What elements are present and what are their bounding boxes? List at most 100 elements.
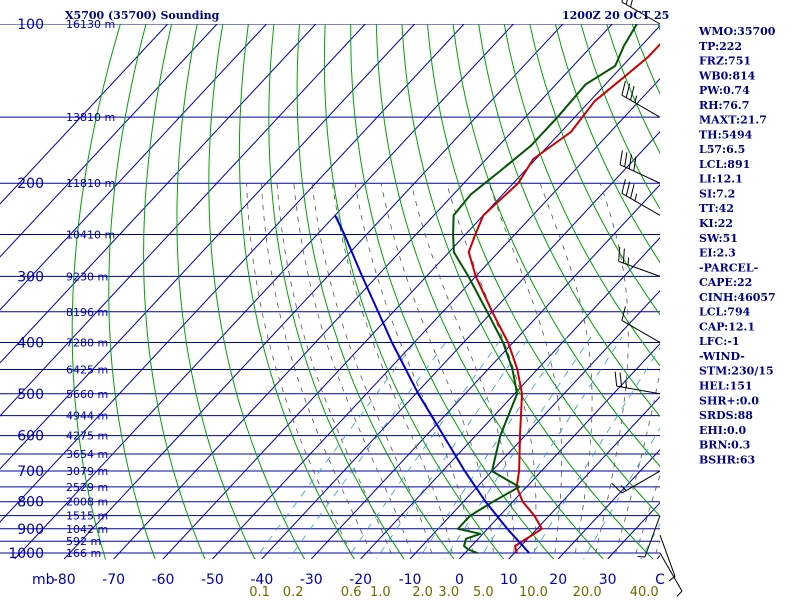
stat-item: SHR+:0.0 — [699, 394, 759, 407]
dry-adiabat — [208, 24, 306, 559]
stat-item: MAXT:21.7 — [699, 114, 767, 127]
stat-item: -WIND- — [699, 350, 745, 363]
isotherm-line — [0, 24, 317, 364]
moist-adiabat — [331, 183, 454, 559]
mixing-ratio-line — [375, 336, 530, 559]
height-label: 4275 m — [66, 430, 108, 443]
height-label: 592 m — [66, 535, 101, 548]
moist-adiabat — [613, 369, 660, 559]
stat-item: LFC:-1 — [699, 335, 740, 348]
mixing-ratio-line — [254, 336, 420, 559]
stat-item: CINH:46057 — [699, 291, 776, 304]
height-label: 16130 m — [66, 18, 115, 31]
temperature-line — [467, 42, 660, 554]
dry-adiabat — [350, 24, 555, 559]
isotherm-line — [162, 25, 660, 559]
wind-barb — [618, 246, 661, 277]
height-label: 166 m — [66, 547, 101, 560]
mixing-ratio-tick-label: 0.1 — [249, 585, 270, 600]
isotherm-line — [360, 237, 660, 559]
mixing-ratio-tick-label: 3.0 — [438, 585, 459, 600]
height-label: 4944 m — [66, 410, 108, 423]
isotherm-line — [14, 24, 514, 559]
stat-item: CAP:12.1 — [699, 320, 755, 333]
temperature-tick-label: -20 — [349, 572, 372, 588]
isotherm-line — [261, 131, 660, 559]
pressure-tick-label: 900 — [17, 522, 44, 538]
wind-barb — [611, 470, 661, 494]
pressure-tick-label: 100 — [17, 17, 44, 33]
wind-barb — [621, 80, 661, 118]
stat-item: -PARCEL- — [699, 261, 758, 274]
mixing-ratio-tick-label: 5.0 — [473, 585, 494, 600]
temperature-tick-label: -80 — [53, 572, 76, 588]
pressure-tick-label: 400 — [17, 335, 44, 351]
temperature-tick-label: -40 — [250, 572, 273, 588]
wind-barb — [621, 0, 661, 25]
isotherm-line — [0, 24, 366, 417]
isotherm-line — [557, 449, 660, 559]
stat-item: L57:6.5 — [699, 143, 745, 156]
height-label: 3079 m — [66, 465, 108, 478]
stat-item: BSHR:63 — [699, 453, 755, 466]
temperature-tick-label: 30 — [599, 572, 617, 588]
stat-item: LI:12.1 — [699, 173, 743, 186]
pressure-unit-label: mb — [32, 572, 55, 588]
stat-item: FRZ:751 — [699, 55, 751, 68]
pressure-tick-label: 500 — [17, 387, 44, 403]
isotherm-line — [459, 343, 660, 559]
height-label: 1042 m — [66, 523, 108, 536]
mixing-ratio-tick-label: 40.0 — [630, 585, 659, 600]
wind-barb — [621, 306, 661, 343]
height-label: 1515 m — [66, 510, 108, 523]
mixing-ratio-tick-label: 10.0 — [519, 585, 548, 600]
stat-item: TH:5494 — [699, 128, 753, 141]
pressure-tick-label: 600 — [17, 429, 44, 445]
stat-item: CAPE:22 — [699, 276, 752, 289]
pressure-tick-label: 700 — [17, 464, 44, 480]
mixing-ratio-tick-label: 20.0 — [573, 585, 602, 600]
wind-barb — [621, 179, 661, 216]
dry-adiabat — [375, 24, 604, 559]
dry-adiabat — [71, 24, 121, 559]
dry-adiabat — [452, 24, 660, 468]
dry-adiabat — [108, 24, 156, 559]
moist-adiabat — [246, 183, 354, 559]
temperature-tick-label: 0 — [455, 572, 464, 588]
mixing-ratio-line — [583, 427, 660, 559]
height-label: 2529 m — [66, 481, 108, 494]
pressure-tick-label: 1000 — [8, 546, 44, 562]
wind-barb — [637, 515, 661, 558]
dry-adiabat — [427, 24, 660, 517]
isotherm-line — [0, 24, 415, 470]
dry-adiabat — [323, 24, 505, 559]
stat-item: LCL:794 — [699, 306, 751, 319]
mixing-ratio-line — [529, 347, 660, 559]
stat-item: LCL:891 — [699, 158, 750, 171]
mixing-ratio-tick-label: 0.6 — [341, 585, 362, 600]
height-label: 8196 m — [66, 306, 108, 319]
stat-item: BRN:0.3 — [699, 439, 750, 452]
moist-adiabat — [410, 183, 515, 559]
pressure-tick-label: 800 — [17, 495, 44, 511]
dry-adiabat — [268, 24, 405, 559]
isotherm-line — [63, 24, 564, 559]
moist-adiabat — [488, 183, 563, 559]
stat-item: TT:42 — [699, 202, 734, 215]
mixing-ratio-tick-label: 1.0 — [370, 585, 391, 600]
temperature-tick-label: -70 — [102, 572, 125, 588]
isotherm-line — [0, 24, 218, 258]
moist-adiabat — [261, 183, 374, 559]
stat-item: HEL:151 — [699, 379, 753, 392]
dry-adiabat — [503, 24, 660, 367]
height-label: 11810 m — [66, 177, 115, 190]
wind-barb — [619, 150, 661, 184]
moist-adiabat — [354, 183, 475, 559]
moist-adiabat — [276, 183, 394, 559]
isotherm-line — [212, 78, 660, 559]
stat-item: WB0:814 — [698, 69, 756, 82]
mixing-ratio-line — [479, 336, 623, 559]
dry-adiabat — [401, 24, 654, 559]
dry-adiabat — [143, 24, 206, 559]
